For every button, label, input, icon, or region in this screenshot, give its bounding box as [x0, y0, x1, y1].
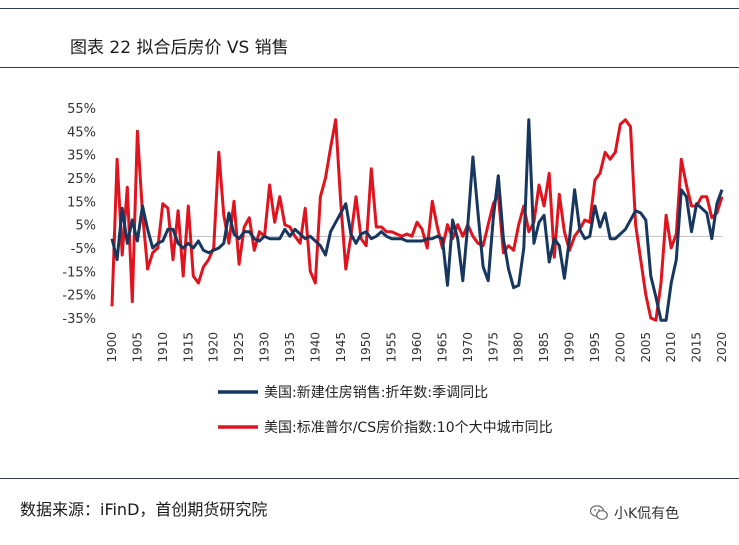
x-tick-label: 1905	[130, 332, 144, 363]
top-rule	[0, 8, 739, 9]
x-tick-label: 1955	[385, 332, 399, 363]
y-tick-label: 25%	[67, 172, 96, 187]
x-tick-label: 2000	[613, 332, 627, 363]
series-lines	[110, 118, 724, 322]
legend-label-red: 美国:标准普尔/CS房价指数:10个大中城市同比	[264, 419, 553, 436]
x-tick-label: 1970	[461, 332, 475, 363]
x-tick-label: 1960	[410, 332, 424, 363]
x-tick-label: 1935	[283, 332, 297, 363]
x-tick-label: 1980	[512, 332, 526, 363]
x-tick-label: 1920	[207, 332, 221, 363]
x-tick-label: 1930	[258, 332, 272, 363]
y-tick-label: 55%	[67, 102, 96, 117]
x-tick-label: 2005	[639, 332, 653, 363]
y-tick-label: -15%	[62, 265, 96, 280]
legend-label-navy: 美国:新建住房销售:折年数:季调同比	[264, 385, 488, 401]
legend: 美国:新建住房销售:折年数:季调同比 美国:标准普尔/CS房价指数:10个大中城…	[218, 385, 553, 436]
wechat-icon	[590, 505, 608, 520]
title-rule	[0, 67, 739, 68]
y-tick-label: -5%	[71, 242, 96, 257]
figure-title: 图表 22 拟合后房价 VS 销售	[70, 38, 289, 58]
watermark: 小K侃有色	[590, 503, 679, 523]
x-axis-ticks: 1900 1905 1910 1915 1920 1925 1930 1935 1940 1945…	[105, 332, 729, 363]
x-tick-label: 1990	[563, 332, 577, 363]
series-line-red	[110, 118, 724, 322]
watermark-text: 小K侃有色	[614, 506, 680, 522]
x-tick-label: 2010	[664, 332, 678, 363]
y-tick-label: 45%	[67, 125, 96, 140]
y-axis-ticks: -35% -25% -15% -5% 5% 15% 25% 35% 45% 55%	[62, 102, 96, 327]
y-tick-label: -35%	[62, 312, 96, 327]
x-tick-label: 1945	[334, 332, 348, 363]
x-tick-label: 2020	[715, 332, 729, 363]
y-tick-label: -25%	[62, 289, 96, 304]
x-tick-label: 1925	[232, 332, 246, 363]
y-tick-label: 15%	[67, 195, 96, 210]
series-line-navy	[110, 118, 724, 322]
x-tick-label: 1940	[308, 332, 322, 363]
x-tick-label: 1900	[105, 332, 119, 363]
x-tick-label: 1915	[181, 332, 195, 363]
x-tick-label: 1985	[537, 332, 551, 363]
x-tick-label: 1910	[156, 332, 170, 363]
x-tick-label: 2015	[690, 332, 704, 363]
y-tick-label: 35%	[67, 149, 96, 164]
source-rule	[0, 478, 739, 479]
line-chart: -35%-25%-15%-5%5%15%25%35%45%55% 1900 190…	[62, 102, 729, 436]
source-note: 数据来源：iFinD，首创期货研究院	[20, 500, 268, 519]
x-tick-label: 1995	[588, 332, 602, 363]
x-tick-label: 1950	[359, 332, 373, 363]
y-tick-label: 5%	[75, 219, 96, 234]
x-tick-label: 1975	[486, 332, 500, 363]
x-tick-label: 1965	[435, 332, 449, 363]
